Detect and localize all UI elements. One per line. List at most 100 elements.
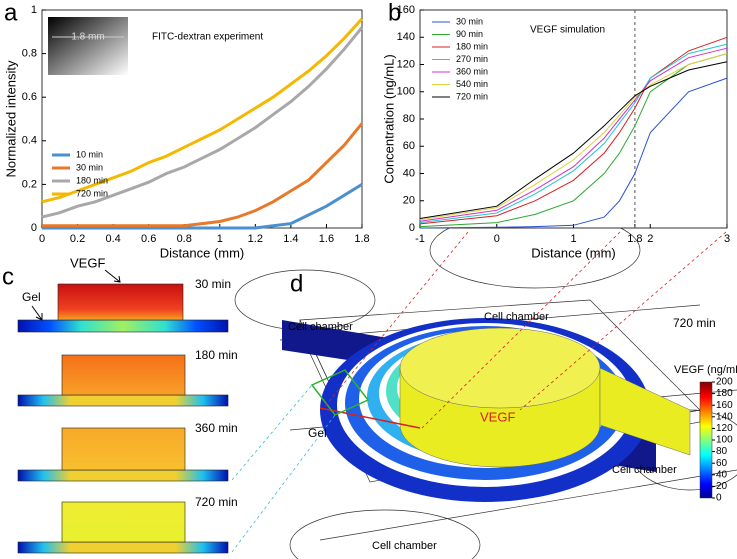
gel-slab <box>17 319 229 333</box>
colorbar-tick-label: 100 <box>716 435 733 446</box>
legend-label: 10 min <box>76 149 103 159</box>
legend-label: 720 min <box>456 91 488 101</box>
x-tick-label: 0.4 <box>105 233 120 245</box>
series-line <box>419 77 728 229</box>
y-tick-label: 0.4 <box>22 135 37 147</box>
chamber-label: Cell chamber <box>372 540 437 552</box>
colorbar-label: VEGF (ng/mL) <box>674 364 737 376</box>
x-tick-label: 1.4 <box>283 233 298 245</box>
chamber-label: Cell chamber <box>612 464 677 476</box>
y-tick-label: 40 <box>403 167 415 179</box>
gel-slab <box>17 541 229 554</box>
legend-label: 90 min <box>456 29 483 39</box>
zoom-lines-b <box>321 231 727 429</box>
gel-box <box>310 369 370 416</box>
series-line <box>41 26 364 219</box>
panel-label: a <box>4 0 18 26</box>
plot-frame <box>419 9 728 229</box>
y-tick-label: 60 <box>403 140 415 152</box>
time-label: 30 min <box>195 277 231 291</box>
vegf-cylinder <box>399 327 691 468</box>
gel-label: Gel <box>22 290 41 304</box>
legend-label: 360 min <box>456 66 488 76</box>
y-tick-label: 120 <box>397 58 415 70</box>
x-tick-label: 2 <box>647 233 653 245</box>
colorbar <box>699 381 713 499</box>
vegf-block <box>61 354 186 396</box>
x-tick-label: 1 <box>217 233 223 245</box>
series-line <box>42 122 364 228</box>
annotation: FITC-dextran experiment <box>152 32 263 43</box>
profile-line <box>319 407 421 429</box>
inset-gradient <box>48 17 128 75</box>
y-tick-label: 0 <box>409 222 415 234</box>
y-axis-label: Normalized intensity <box>3 60 18 178</box>
legend-label: 270 min <box>456 54 488 64</box>
series-line <box>419 47 728 222</box>
colorbar-tick-label: 40 <box>716 469 728 480</box>
x-tick-label: 0.6 <box>141 233 156 245</box>
vegf-label: VEGF <box>70 255 105 270</box>
x-tick-label: 1.8 <box>627 233 642 245</box>
time-label: 180 min <box>195 348 238 362</box>
y-tick-label: 80 <box>403 113 415 125</box>
series-line <box>419 36 728 225</box>
gel-slab <box>17 394 229 407</box>
colorbar-tick-label: 80 <box>716 446 728 457</box>
zoom-lines-c <box>231 384 336 553</box>
x-tick-label: 0 <box>39 233 45 245</box>
y-tick-label: 0.2 <box>22 178 37 190</box>
x-tick-label: 1.8 <box>354 233 369 245</box>
colorbar-tick-label: 180 <box>716 388 733 399</box>
y-tick-label: 1 <box>31 4 37 16</box>
cylinder-cut <box>599 367 691 456</box>
x-axis-label: Distance (mm) <box>160 245 245 260</box>
cylinder-top <box>399 327 601 409</box>
vegf-block <box>61 427 186 471</box>
legend-label: 720 min <box>76 188 108 198</box>
series-line <box>42 183 363 230</box>
colorbar-tick-label: 60 <box>716 458 728 469</box>
y-tick-label: 100 <box>397 86 415 98</box>
chamber-outline <box>289 509 481 559</box>
y-tick-label: 140 <box>397 31 415 43</box>
legend-label: 180 min <box>456 41 488 51</box>
x-tick-label: 1.6 <box>319 233 334 245</box>
x-tick-label: 0 <box>494 233 500 245</box>
series-line <box>419 43 728 224</box>
legend-label: 180 min <box>76 175 108 185</box>
y-tick-label: 0.6 <box>22 91 37 103</box>
x-tick-label: -1 <box>415 233 425 245</box>
colorbar-tick-label: 120 <box>716 423 733 434</box>
vegf-block <box>57 283 184 321</box>
x-tick-label: 0.8 <box>177 233 192 245</box>
series-line <box>419 61 728 219</box>
legend-label: 540 min <box>456 79 488 89</box>
x-axis-label: Distance (mm) <box>531 245 616 260</box>
time-label: 360 min <box>195 421 238 435</box>
legend-label: 30 min <box>456 16 483 26</box>
gel-label: Gel <box>308 426 327 440</box>
time-label: 720 min <box>195 495 238 509</box>
colorbar-tick-label: 20 <box>716 481 728 492</box>
colorbar-tick-label: 0 <box>716 493 722 504</box>
annotation: VEGF simulation <box>530 25 605 36</box>
y-tick-label: 160 <box>397 4 415 16</box>
chamber-label: Cell chamber <box>484 311 549 323</box>
panel-label: d <box>290 270 303 297</box>
y-tick-label: 0.8 <box>22 48 37 60</box>
chart: 0 0.2 0.4 0.6 0.8 1 1.2 1.4 1.6 1.8 0 0.2 0.4 0.6 0.8 1… <box>3 4 369 261</box>
gel-slab <box>17 469 229 482</box>
chamber-label: Cell chamber <box>288 321 353 333</box>
time-label: 720 min <box>673 316 716 330</box>
vegf-label: VEGF <box>480 409 515 424</box>
colorbar-tick-label: 140 <box>716 411 733 422</box>
plate-edge <box>319 469 737 541</box>
series-line <box>419 53 728 221</box>
vegf-block <box>61 501 186 543</box>
vegf-arrow <box>104 269 121 283</box>
zoom-line <box>231 414 336 553</box>
panel-label: b <box>388 0 401 26</box>
